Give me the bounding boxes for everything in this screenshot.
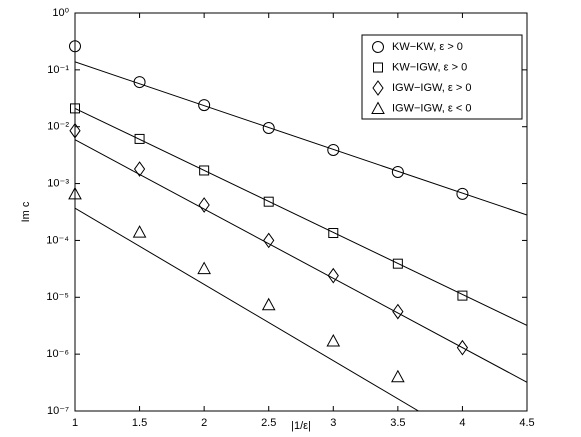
y-tick-label: 10⁻⁷ [47,405,69,417]
data-point [392,258,403,269]
data-point [262,121,275,134]
fit-line [75,107,527,326]
data-point [263,196,274,207]
y-tick-label: 10⁻⁶ [46,348,69,360]
legend-label: IGW−IGW, ε > 0 [392,82,471,94]
data-point [133,161,146,177]
data-point [328,228,339,239]
legend-label: KW−KW, ε > 0 [392,41,463,53]
y-tick-label: 10⁻⁵ [46,291,69,303]
x-tick-label: 2 [201,417,207,429]
data-point [392,303,404,320]
legend-marker [371,101,385,114]
x-tick-label: 2.5 [261,417,276,429]
data-point [133,76,146,89]
x-tick-label: 3.5 [390,417,405,429]
data-point [457,290,468,301]
data-point [199,165,210,176]
legend-marker [372,80,384,96]
fit-line [75,207,419,411]
data-point [134,133,145,144]
plot-frame [74,12,528,412]
data-point [327,143,340,156]
data-point [198,99,211,112]
data-point [198,197,210,213]
legend-label: IGW−IGW, ε < 0 [392,102,471,114]
y-tick-label: 10⁰ [52,7,69,19]
data-point [456,339,469,356]
x-tick-label: 1 [72,417,78,429]
legend-marker [373,62,383,73]
x-tick-label: 1.5 [132,417,147,429]
x-axis-label: |1/ε| [291,420,311,432]
data-point [263,232,275,249]
data-point [68,186,82,200]
y-tick-label: 10⁻¹ [47,64,69,76]
legend-marker [372,41,384,53]
data-point [70,103,80,114]
legend-box [361,34,523,120]
y-axis-label: Im c [20,201,32,222]
data-point [391,165,404,178]
x-tick-label: 4 [459,417,465,429]
x-tick-label: 4.5 [519,417,534,429]
fit-line [75,139,527,383]
data-point [391,369,405,383]
data-point [132,225,147,238]
data-point [197,261,211,275]
data-point [261,297,276,311]
x-tick-label: 3 [330,417,336,429]
data-point [456,187,469,200]
data-point [327,267,339,284]
data-point [69,40,81,53]
fit-line [75,61,527,216]
y-tick-label: 10⁻⁴ [46,234,69,246]
data-point [69,122,81,139]
y-tick-label: 10⁻² [47,121,69,133]
data-point [326,333,341,347]
y-tick-label: 10⁻³ [47,177,69,189]
legend-label: KW−IGW, ε > 0 [392,61,467,73]
